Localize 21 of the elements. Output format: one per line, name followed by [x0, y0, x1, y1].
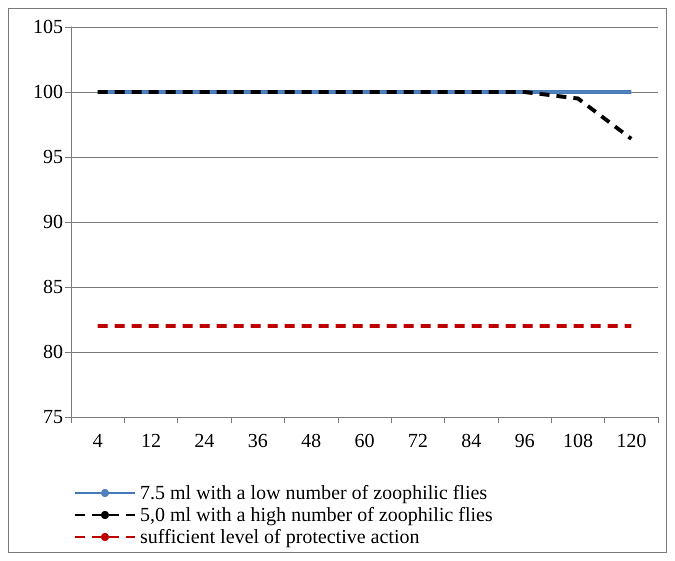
y-tick-label: 105: [33, 16, 63, 38]
legend-label: 7.5 ml with a low number of zoophilic flies: [140, 482, 488, 504]
x-tick-label: 4: [92, 430, 103, 452]
y-tick-label: 95: [43, 146, 63, 168]
x-tick-label: 36: [248, 430, 268, 452]
y-tick-label: 90: [43, 211, 63, 233]
x-tick-label: 108: [562, 430, 593, 452]
y-tick-label: 85: [43, 276, 63, 298]
y-tick-label: 100: [33, 81, 63, 103]
y-tick-label: 80: [43, 341, 63, 363]
legend-label: 5,0 ml with a high number of zoophilic flies: [140, 504, 493, 526]
x-tick-label: 96: [514, 430, 535, 452]
x-tick-label: 120: [616, 430, 646, 452]
y-tick-label: 75: [43, 406, 63, 428]
legend-label: sufficient level of protective action: [140, 526, 420, 548]
x-tick-label: 72: [408, 430, 428, 452]
x-tick-label: 12: [141, 430, 162, 452]
x-tick-label: 48: [301, 430, 322, 452]
x-tick-label: 60: [354, 430, 374, 452]
x-tick-label: 84: [461, 430, 482, 452]
x-tick-label: 24: [194, 430, 214, 452]
